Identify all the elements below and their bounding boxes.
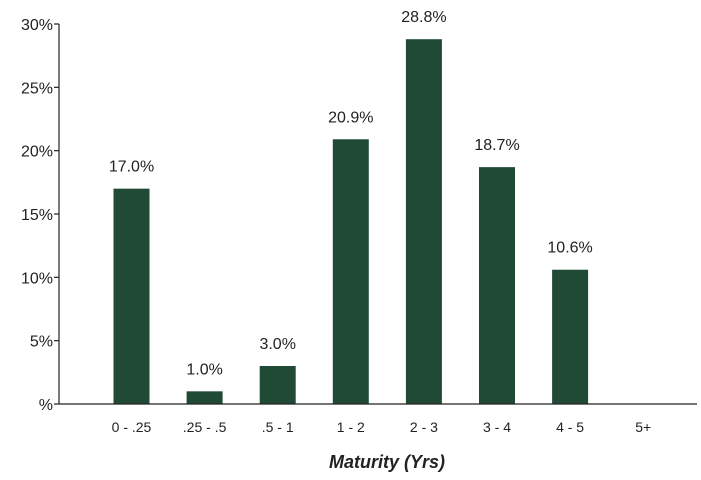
y-tick-label: 5% (30, 334, 53, 351)
x-category-label: 1 - 2 (337, 419, 365, 435)
y-tick-label: 15% (21, 207, 53, 224)
x-axis-title: Maturity (Yrs) (329, 452, 445, 472)
bar-value-label: 20.9% (328, 109, 373, 126)
y-tick-label: 30% (21, 17, 53, 34)
bar (479, 167, 515, 404)
y-tick-label: % (39, 397, 53, 414)
bar (552, 269, 589, 404)
y-tick-label: 10% (21, 270, 53, 287)
bar (186, 391, 223, 404)
data-labels-group: 17.0% 1.0% 3.0% 20.9% 28.8% 18.7% 10.6% (109, 9, 593, 378)
y-axis-ticks: % 5% 10% 15% 20% 25% 30% (21, 17, 59, 414)
bar-value-label: 17.0% (109, 159, 154, 176)
bar (259, 366, 296, 404)
x-category-label: 4 - 5 (556, 419, 584, 435)
bar (405, 39, 442, 404)
bar-value-label: 3.0% (259, 336, 295, 353)
bar (113, 188, 150, 404)
x-axis-labels: 0 - .25 .25 - .5 .5 - 1 1 - 2 2 - 3 3 - 4 4 - … (112, 419, 652, 435)
y-tick-label: 25% (21, 80, 53, 97)
bar-value-label: 28.8% (401, 9, 446, 26)
x-category-label: 5+ (635, 419, 651, 435)
x-category-label: 3 - 4 (483, 419, 511, 435)
x-category-label: .25 - .5 (183, 419, 227, 435)
bar-value-label: 1.0% (186, 361, 222, 378)
x-category-label: .5 - 1 (262, 419, 294, 435)
bar-value-label: 18.7% (474, 137, 519, 154)
bars-group (113, 39, 589, 404)
bar-value-label: 10.6% (547, 240, 592, 257)
x-category-label: 2 - 3 (410, 419, 438, 435)
y-tick-label: 20% (21, 144, 53, 161)
x-category-label: 0 - .25 (112, 419, 152, 435)
bar (332, 139, 369, 404)
